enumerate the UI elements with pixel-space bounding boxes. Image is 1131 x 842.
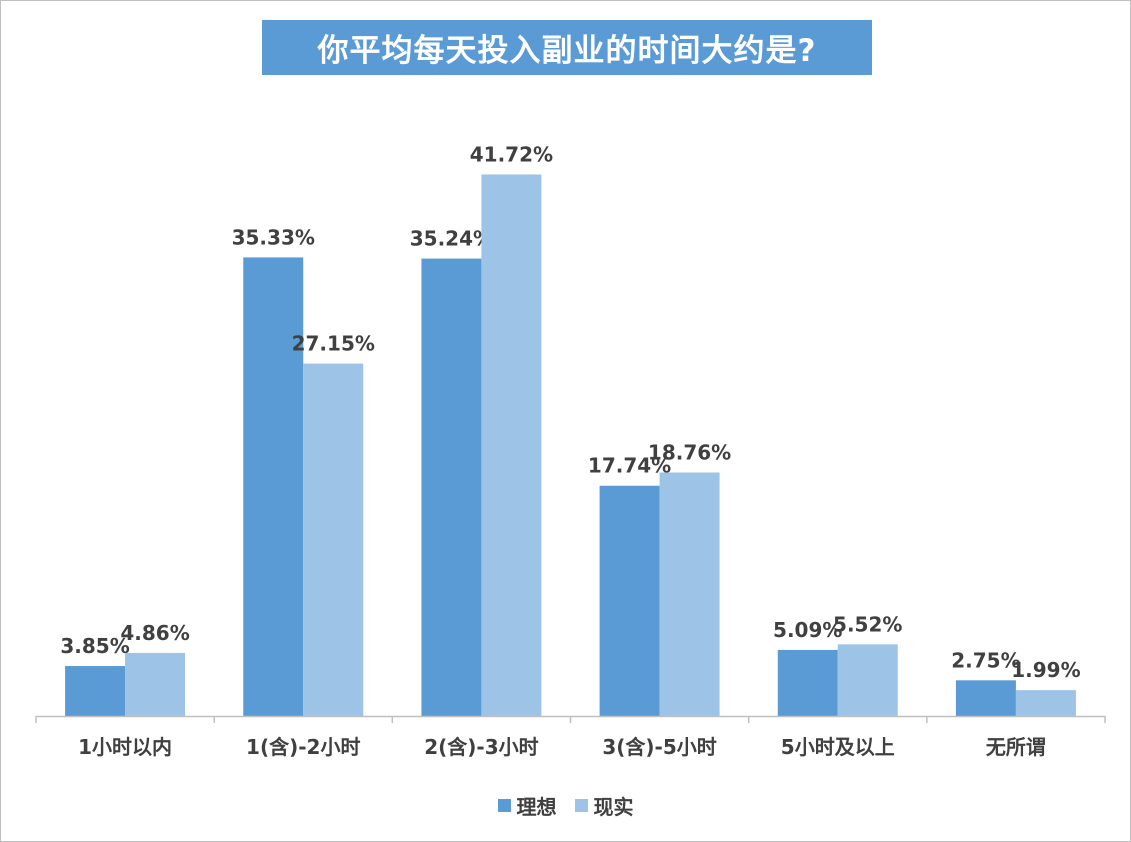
legend-item-ideal: 理想 xyxy=(497,791,557,820)
bar-ideal-1 xyxy=(243,257,304,716)
value-label-ideal-1: 35.33% xyxy=(232,225,315,249)
value-label-ideal-4: 5.09% xyxy=(773,618,842,642)
category-label-4: 5小时及以上 xyxy=(781,735,895,759)
bar-ideal-0 xyxy=(65,666,126,716)
legend-label-reality: 现实 xyxy=(593,794,634,819)
category-label-0: 1小时以内 xyxy=(78,735,172,759)
category-label-2: 2(含)-3小时 xyxy=(424,735,538,759)
category-label-1: 1(含)-2小时 xyxy=(246,735,360,759)
value-label-reality-4: 5.52% xyxy=(833,612,902,636)
legend-swatch-reality xyxy=(574,798,588,812)
bar-reality-5 xyxy=(1015,690,1076,716)
value-label-reality-2: 41.72% xyxy=(470,142,553,166)
category-label-3: 3(含)-5小时 xyxy=(602,735,716,759)
legend-item-reality: 现实 xyxy=(574,791,634,820)
bar-ideal-2 xyxy=(421,258,482,716)
bar-reality-2 xyxy=(481,174,542,717)
value-label-reality-5: 1.99% xyxy=(1011,658,1080,682)
value-label-reality-1: 27.15% xyxy=(292,332,375,356)
bar-ideal-4 xyxy=(777,649,838,716)
value-label-reality-0: 4.86% xyxy=(120,621,189,645)
bar-ideal-3 xyxy=(599,485,660,716)
value-label-ideal-0: 3.85% xyxy=(60,634,129,658)
bar-reality-4 xyxy=(837,644,898,716)
value-label-reality-3: 18.76% xyxy=(648,440,731,464)
chart-title-box: 你平均每天投入副业的时间大约是? xyxy=(262,20,872,75)
chart-title: 你平均每天投入副业的时间大约是? xyxy=(317,33,817,69)
value-label-ideal-2: 35.24% xyxy=(410,227,493,251)
legend: 理想 现实 xyxy=(0,790,1131,820)
value-label-ideal-5: 2.75% xyxy=(951,648,1020,672)
bar-reality-3 xyxy=(659,472,720,716)
bar-reality-0 xyxy=(125,652,186,716)
bar-ideal-5 xyxy=(955,680,1016,716)
category-label-5: 无所谓 xyxy=(986,735,1046,759)
value-label-ideal-3: 17.74% xyxy=(588,454,671,478)
bar-reality-1 xyxy=(303,363,364,716)
legend-label-ideal: 理想 xyxy=(516,794,557,819)
legend-swatch-ideal xyxy=(497,798,511,812)
